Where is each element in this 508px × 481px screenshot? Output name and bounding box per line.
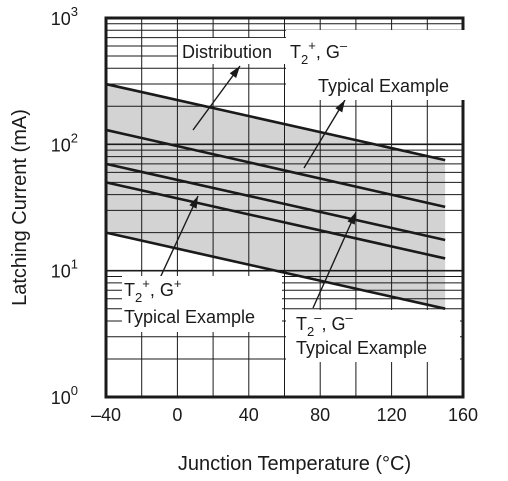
y-tick-labels: 100 101 102 103	[51, 4, 78, 408]
series-lines	[105, 82, 446, 310]
x-tick-label: 160	[448, 405, 478, 425]
annotation-t2p-gm-line2: Typical Example	[318, 76, 449, 96]
label-bg	[286, 30, 470, 100]
annotation-t2p-gp-line1: T2+, G+	[124, 276, 181, 305]
leader-line-4	[312, 211, 357, 309]
x-tick-label: 80	[310, 405, 330, 425]
plot-frame	[104, 16, 465, 399]
y-axis-label: Latching Current (mA)	[9, 109, 31, 306]
label-bg	[122, 276, 282, 332]
annotation-t2m-gm-line1: T2–, G–	[296, 310, 353, 339]
grid	[106, 18, 463, 397]
leader-arrowhead-3	[189, 196, 198, 209]
leader-arrowhead-1	[229, 66, 240, 79]
series-line-1	[105, 128, 446, 209]
x-tick-label: 0	[172, 405, 182, 425]
annotation-t2p-gp-line2: Typical Example	[124, 307, 255, 327]
annotation-distribution: Distribution	[182, 42, 272, 62]
leader-arrowhead-4	[347, 212, 356, 225]
x-tick-label: 120	[377, 405, 407, 425]
distribution-upper-line	[105, 82, 446, 162]
x-axis-label: Junction Temperature (°C)	[178, 453, 411, 475]
leader-line-1	[192, 65, 241, 131]
annotation-leaders	[159, 65, 357, 309]
x-tick-labels: –40 0 40 80 120 160	[91, 405, 478, 425]
y-tick-label: 103	[51, 4, 78, 29]
y-tick-label: 101	[51, 257, 78, 282]
annotation-t2p-gm-line1: T2+, G–	[290, 38, 348, 67]
leader-line-3	[159, 195, 199, 279]
distribution-band	[106, 84, 446, 309]
x-tick-label: –40	[91, 405, 121, 425]
label-bg	[178, 38, 286, 64]
distribution-area	[106, 84, 446, 309]
y-tick-label: 102	[51, 130, 78, 155]
series-line-3	[105, 181, 446, 260]
y-tick-label: 100	[51, 383, 78, 408]
label-bg	[286, 310, 460, 362]
leader-arrowhead-2	[335, 100, 345, 113]
series-line-2	[105, 162, 446, 242]
leader-line-2	[303, 99, 346, 169]
distribution-lower-line	[105, 231, 446, 310]
annotation-t2m-gm-line2: Typical Example	[296, 338, 427, 358]
x-tick-label: 40	[239, 405, 259, 425]
